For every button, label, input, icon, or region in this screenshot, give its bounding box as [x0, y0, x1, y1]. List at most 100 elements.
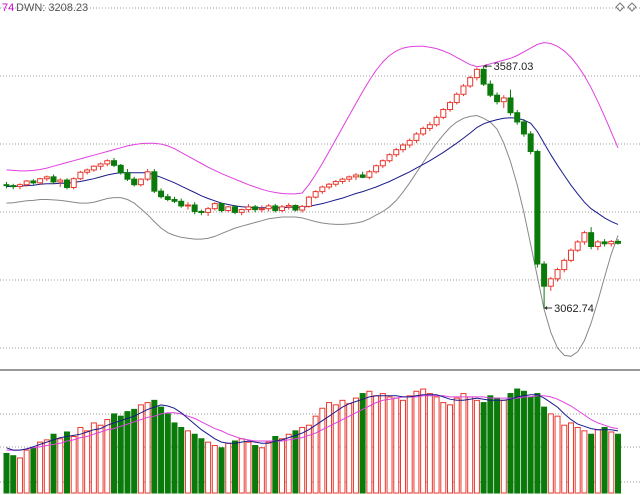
candle [50, 174, 57, 184]
candle-body [299, 205, 306, 211]
candle-body [211, 203, 218, 210]
volume-bar [547, 413, 554, 494]
candle-body [238, 209, 245, 213]
candle [144, 169, 151, 182]
candle-body [433, 116, 440, 126]
volume-bar [124, 411, 131, 494]
candle [534, 149, 541, 268]
volume-bar [191, 433, 198, 494]
candle-body [258, 208, 265, 211]
candle-body [285, 204, 292, 208]
candle [594, 240, 601, 251]
candle-body [312, 191, 319, 198]
lower-band-line [6, 114, 619, 357]
candle-body [534, 150, 541, 265]
candle [494, 92, 501, 105]
volume-bar [373, 395, 380, 494]
candle [514, 109, 521, 125]
candle [373, 164, 380, 174]
candle [520, 119, 527, 137]
candle [326, 182, 333, 190]
volume-bar [225, 442, 232, 494]
volume-bar [16, 457, 23, 494]
candle-body [37, 178, 44, 184]
candle [151, 169, 158, 193]
volume-bar [285, 433, 292, 494]
candle-body [399, 144, 406, 151]
candle [386, 153, 393, 163]
candle [460, 84, 467, 97]
candle [453, 92, 460, 105]
volume-bar [245, 441, 252, 494]
price-annotation: 3587.03 [483, 61, 534, 73]
candle-body [137, 178, 144, 186]
candle-body [453, 93, 460, 104]
candle [426, 121, 433, 132]
candle [258, 205, 265, 213]
candle [507, 89, 514, 116]
candle [447, 100, 454, 112]
volume-bar [594, 429, 601, 494]
volume-bar [90, 422, 97, 494]
candle-body [97, 163, 104, 167]
candle-body [23, 180, 30, 186]
candle [272, 204, 279, 213]
candle-body [131, 178, 138, 186]
candle [346, 175, 353, 182]
volume-bar [319, 407, 326, 494]
candle-body [117, 164, 124, 174]
volume-bar [413, 390, 420, 494]
candle-body [487, 83, 494, 96]
candle-body [292, 204, 299, 211]
candle-body [473, 68, 480, 79]
candle-body [527, 133, 534, 152]
candle [117, 163, 124, 175]
volume-bar [581, 430, 588, 494]
annotation-label: 3587.03 [494, 61, 534, 73]
candle-body [104, 160, 111, 165]
volume-bar [37, 441, 44, 494]
candle [245, 204, 252, 213]
volume-ma-short-line [6, 394, 619, 451]
candle [43, 175, 50, 182]
volume-bar [520, 390, 527, 494]
volume-bar [326, 402, 333, 494]
volume-bar [527, 396, 534, 494]
price-annotations: 3587.03 3062.74 [483, 61, 594, 315]
diamond-icon[interactable] [615, 2, 625, 12]
candle-body [158, 190, 165, 198]
candle-body [205, 208, 212, 213]
candle [252, 204, 259, 213]
candle-body [373, 165, 380, 173]
price-annotation: 3062.74 [544, 303, 594, 315]
candle [366, 169, 373, 180]
volume-bar [84, 430, 91, 494]
candle-body [279, 206, 286, 212]
candle [198, 209, 205, 216]
volume-bar [151, 399, 158, 494]
candle-body [567, 249, 574, 261]
candle [77, 170, 84, 181]
candle-body [386, 154, 393, 162]
candle-body [561, 259, 568, 271]
candle [433, 115, 440, 127]
candle-body [594, 241, 601, 248]
candle-body [581, 232, 588, 243]
candle [541, 261, 548, 309]
candle-body [265, 205, 272, 210]
volume-bar [43, 439, 50, 494]
volume-bar [279, 438, 286, 494]
diamond-icon[interactable] [627, 2, 637, 12]
candle-body [339, 178, 346, 182]
candle-body [420, 127, 427, 135]
candle-body [90, 165, 97, 171]
candle [70, 177, 77, 190]
candle-body [178, 200, 185, 207]
candle-body [3, 184, 10, 187]
candle-body [305, 196, 312, 207]
candle-body [500, 97, 507, 103]
candle-body [225, 206, 232, 212]
volume-bar [561, 424, 568, 494]
candle [191, 202, 198, 215]
candle [124, 169, 131, 182]
